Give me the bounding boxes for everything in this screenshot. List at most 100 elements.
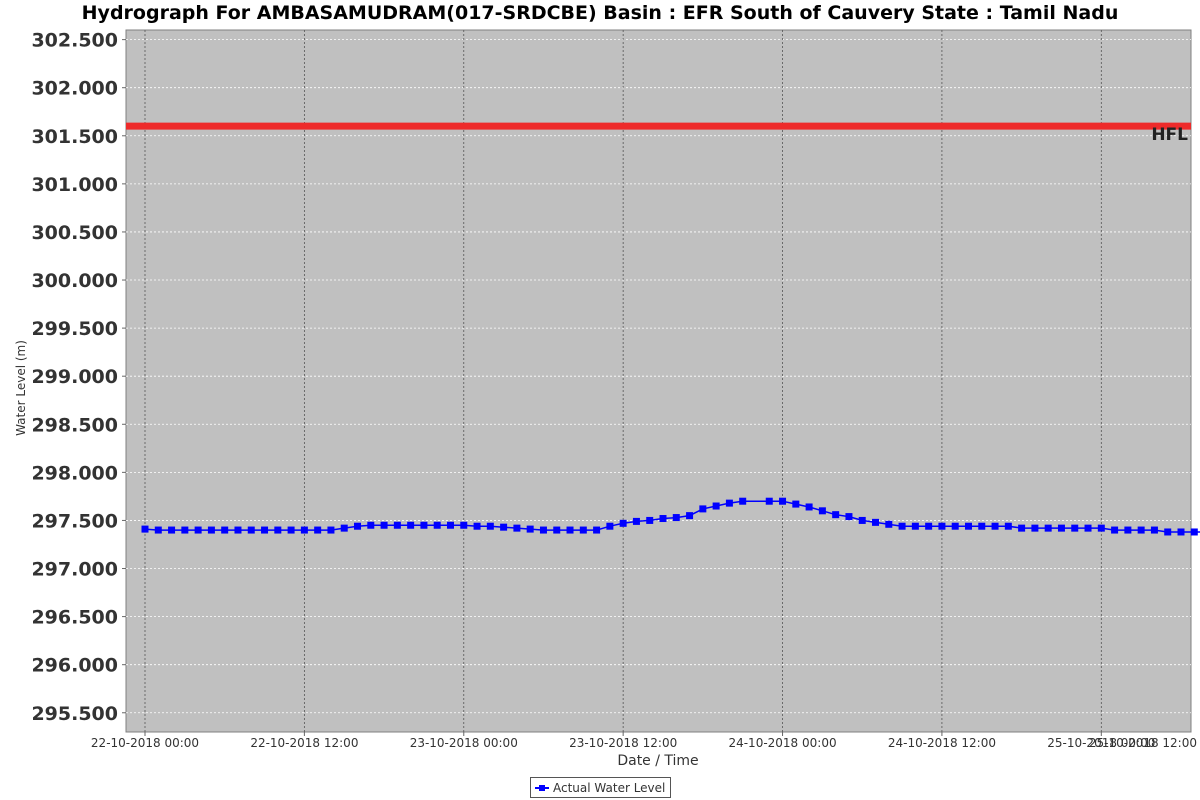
y-tick-label: 300.000 (31, 270, 118, 292)
legend-series-marker (535, 783, 549, 793)
data-point (486, 522, 494, 530)
data-point (659, 515, 667, 523)
x-tick-label: 25-10-2018 00:00 (1047, 736, 1155, 750)
data-point (858, 516, 866, 524)
y-tick-label: 298.500 (31, 414, 118, 436)
data-point (1150, 526, 1158, 534)
data-point (872, 518, 880, 526)
data-point (247, 526, 255, 534)
reference-lines: HFL (126, 122, 1191, 145)
grid-lines (126, 30, 1191, 732)
y-tick-label: 302.500 (31, 30, 118, 52)
data-point (1071, 524, 1079, 532)
data-point (221, 526, 229, 534)
data-point (141, 525, 149, 533)
y-tick-label: 298.000 (31, 462, 118, 484)
data-point (593, 526, 601, 534)
data-point (274, 526, 282, 534)
y-tick-label: 301.000 (31, 174, 118, 196)
data-point (1018, 524, 1026, 532)
data-point (1057, 524, 1065, 532)
data-point (314, 526, 322, 534)
data-point (327, 526, 335, 534)
data-point (354, 522, 362, 530)
data-point (473, 522, 481, 530)
data-point (446, 521, 454, 529)
data-point (367, 521, 375, 529)
x-axis-label: Date / Time (617, 753, 698, 769)
data-point (539, 526, 547, 534)
data-point (991, 522, 999, 530)
data-point (393, 521, 401, 529)
data-point (898, 522, 906, 530)
data-point (194, 526, 202, 534)
data-point (911, 522, 919, 530)
x-tick-label: 24-10-2018 00:00 (728, 736, 836, 750)
data-point (500, 523, 508, 531)
y-tick-label: 295.500 (31, 703, 118, 725)
x-tick-label: 24-10-2018 12:00 (888, 736, 996, 750)
data-point (380, 521, 388, 529)
data-point (725, 499, 733, 507)
data-point (885, 520, 893, 528)
data-point (1137, 526, 1145, 534)
x-axis: 22-10-2018 00:00 22-10-2018 12:00 23-10-20… (91, 732, 1197, 750)
y-tick-label: 296.500 (31, 607, 118, 629)
y-tick-label: 301.500 (31, 126, 118, 148)
y-tick-label: 297.000 (31, 559, 118, 581)
data-point (1097, 524, 1105, 532)
data-point (1084, 524, 1092, 532)
data-point (964, 522, 972, 530)
chart-legend: Actual Water Level (530, 777, 672, 798)
data-point (207, 526, 215, 534)
data-point (181, 526, 189, 534)
x-tick-label: 22-10-2018 00:00 (91, 736, 199, 750)
data-point (712, 502, 720, 510)
data-point (1031, 524, 1039, 532)
data-point (818, 507, 826, 515)
data-point (686, 512, 694, 520)
data-point (765, 497, 773, 505)
data-point (553, 526, 561, 534)
data-point (1190, 528, 1198, 536)
data-point (287, 526, 295, 534)
chart-title: Hydrograph For AMBASAMUDRAM(017-SRDCBE) … (81, 2, 1119, 24)
data-point (1164, 528, 1172, 536)
data-point (646, 516, 654, 524)
data-point (261, 526, 269, 534)
y-axis: 295.500 296.000 296.500 297.000 297.500 298.0… (31, 30, 126, 725)
data-point (420, 521, 428, 529)
data-point (460, 521, 468, 529)
data-point (792, 500, 800, 508)
data-point (566, 526, 574, 534)
y-axis-label: Water Level (m) (14, 340, 28, 436)
y-tick-label: 300.500 (31, 222, 118, 244)
x-tick-label: 23-10-2018 12:00 (569, 736, 677, 750)
y-tick-label: 299.000 (31, 366, 118, 388)
data-point (606, 522, 614, 530)
data-point (1004, 522, 1012, 530)
data-point (579, 526, 587, 534)
data-point (513, 524, 521, 532)
data-point (739, 497, 747, 505)
x-tick-label: 25-10-2018 12:00 (1089, 736, 1197, 750)
data-point (951, 522, 959, 530)
data-point (154, 526, 162, 534)
y-tick-label: 296.000 (31, 655, 118, 677)
data-point (805, 503, 813, 511)
data-point (433, 521, 441, 529)
data-point (300, 526, 308, 534)
data-point (234, 526, 242, 534)
x-tick-label: 22-10-2018 12:00 (250, 736, 358, 750)
hfl-label: HFL (1151, 125, 1188, 145)
data-point (1044, 524, 1052, 532)
data-point (845, 513, 853, 521)
data-point (340, 524, 348, 532)
data-point (168, 526, 176, 534)
data-point (938, 522, 946, 530)
data-point (1111, 526, 1119, 534)
data-point (407, 521, 415, 529)
y-tick-label: 299.500 (31, 318, 118, 340)
x-tick-label: 23-10-2018 00:00 (410, 736, 518, 750)
